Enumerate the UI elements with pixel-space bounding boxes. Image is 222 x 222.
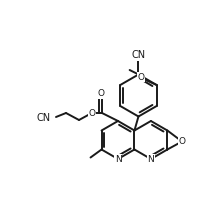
Text: CN: CN bbox=[131, 50, 145, 61]
Text: O: O bbox=[179, 137, 186, 146]
Text: O: O bbox=[137, 73, 144, 81]
Text: O: O bbox=[89, 109, 95, 117]
Text: N: N bbox=[115, 155, 121, 163]
Text: CN: CN bbox=[37, 113, 51, 123]
Text: O: O bbox=[97, 89, 105, 99]
Text: N: N bbox=[148, 155, 154, 163]
